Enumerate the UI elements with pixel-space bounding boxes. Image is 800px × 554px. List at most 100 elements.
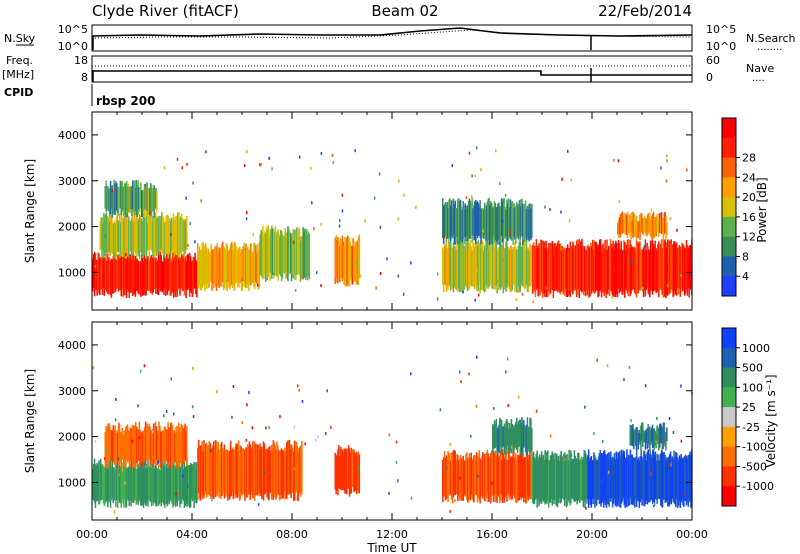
power-streak xyxy=(123,216,126,256)
velocity-streak xyxy=(253,441,256,501)
power-streak xyxy=(114,183,116,215)
velocity-streak xyxy=(505,420,507,450)
power-point xyxy=(568,219,571,223)
power-streak xyxy=(554,243,556,290)
power-streak xyxy=(104,186,106,209)
power-point xyxy=(480,168,482,172)
velocity-streak xyxy=(226,449,228,497)
velocity-streak xyxy=(456,454,458,494)
velocity-streak xyxy=(515,422,517,448)
power-streak xyxy=(475,241,477,286)
power-streak xyxy=(676,248,679,289)
power-streak xyxy=(650,219,652,237)
power-point xyxy=(300,238,302,242)
velocity-streak xyxy=(506,459,508,502)
power-streak xyxy=(491,243,494,289)
power-point xyxy=(504,193,507,197)
power-streak xyxy=(111,214,113,253)
velocity-streak xyxy=(206,445,209,496)
velocity-colorbar-segment xyxy=(722,387,736,408)
velocity-streak xyxy=(546,451,548,504)
power-streak xyxy=(120,255,122,297)
power-streak xyxy=(293,230,295,275)
power-streak xyxy=(475,241,478,291)
power-streak xyxy=(167,254,170,292)
velocity-streak xyxy=(661,451,664,508)
power-streak xyxy=(295,236,297,280)
velocity-point xyxy=(216,390,218,394)
velocity-point xyxy=(191,405,194,409)
power-streak xyxy=(494,203,497,241)
velocity-streak xyxy=(660,453,662,506)
velocity-streak xyxy=(676,453,678,500)
velocity-streak xyxy=(645,429,648,444)
velocity-point xyxy=(446,466,448,470)
velocity-streak xyxy=(357,451,360,493)
power-streak xyxy=(147,190,149,215)
power-streak xyxy=(290,236,293,282)
velocity-streak xyxy=(683,457,685,507)
power-streak xyxy=(450,249,453,289)
power-streak xyxy=(176,255,178,297)
velocity-streak xyxy=(147,458,149,507)
velocity-point xyxy=(593,432,595,436)
power-point xyxy=(205,150,207,154)
velocity-point xyxy=(662,442,665,446)
power-streak xyxy=(149,188,151,217)
velocity-point xyxy=(268,426,270,430)
velocity-streak xyxy=(174,465,177,507)
power-point xyxy=(241,278,243,282)
power-streak xyxy=(623,240,625,295)
power-streak xyxy=(110,258,113,298)
power-streak xyxy=(453,204,456,245)
power-point xyxy=(669,217,672,221)
power-streak xyxy=(278,234,280,273)
power-streak xyxy=(637,222,639,239)
velocity-streak xyxy=(156,468,158,507)
velocity-streak xyxy=(196,463,198,504)
power-streak xyxy=(442,206,445,245)
power-streak xyxy=(104,214,107,254)
power-point xyxy=(316,271,318,275)
power-streak xyxy=(504,206,506,239)
power-streak xyxy=(181,218,184,252)
power-streak xyxy=(159,251,162,292)
power-streak xyxy=(504,247,506,290)
power-streak xyxy=(457,249,459,292)
velocity-streak xyxy=(138,421,141,461)
velocity-streak xyxy=(149,426,151,468)
power-streak xyxy=(226,244,228,292)
power-streak xyxy=(489,205,491,246)
power-streak xyxy=(103,212,105,259)
power-streak xyxy=(100,217,102,250)
velocity-point xyxy=(682,492,685,496)
velocity-streak xyxy=(497,427,499,452)
velocity-streak xyxy=(494,450,497,503)
velocity-point xyxy=(506,357,509,361)
power-colorbar-segment xyxy=(722,137,736,159)
power-streak xyxy=(356,240,359,285)
velocity-streak xyxy=(355,451,358,495)
power-streak xyxy=(500,244,503,288)
power-point xyxy=(494,240,497,243)
velocity-streak xyxy=(129,427,132,462)
velocity-streak xyxy=(183,462,186,508)
velocity-streak xyxy=(118,465,121,503)
velocity-streak xyxy=(267,450,269,500)
power-streak xyxy=(257,251,260,290)
velocity-streak xyxy=(162,464,164,504)
power-streak xyxy=(105,180,107,213)
power-streak xyxy=(351,245,353,285)
velocity-streak xyxy=(561,456,563,499)
velocity-streak xyxy=(529,451,531,499)
power-streak xyxy=(224,249,227,283)
power-streak xyxy=(116,183,118,210)
power-streak xyxy=(126,186,129,218)
velocity-streak xyxy=(479,458,481,504)
power-streak xyxy=(137,219,140,257)
velocity-streak xyxy=(670,459,673,505)
power-streak xyxy=(258,242,261,288)
power-streak xyxy=(177,212,179,259)
